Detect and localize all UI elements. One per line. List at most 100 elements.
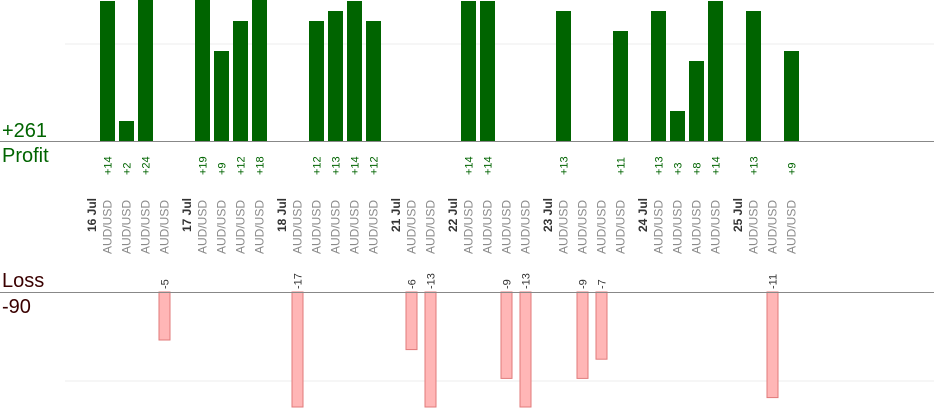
loss-bar <box>405 291 418 351</box>
category-label: AUD/USD <box>576 200 590 254</box>
profit-bar <box>461 1 476 141</box>
category-label: AUD/USD <box>139 200 153 254</box>
loss-value-label: -13 <box>426 273 438 289</box>
loss-value-label: -6 <box>407 279 419 289</box>
category-label: AUD/USD <box>652 200 666 254</box>
loss-value-label: -5 <box>160 279 172 289</box>
profit-bar <box>480 1 495 141</box>
profit-value-label: +11 <box>616 157 628 175</box>
loss-value-label: -13 <box>521 273 533 289</box>
loss-value-label: -9 <box>502 279 514 289</box>
profit-bar <box>328 11 343 141</box>
profit-value-label: +12 <box>236 156 248 175</box>
profit-total: +261 <box>2 120 48 142</box>
category-label: AUD/USD <box>766 200 780 254</box>
loss-value-label: -11 <box>768 274 780 289</box>
category-label: AUD/USD <box>101 200 115 254</box>
category-label: AUD/USD <box>253 200 267 254</box>
category-label: AUD/USD <box>215 200 229 254</box>
profit-bar <box>309 21 324 141</box>
category-label: AUD/USD <box>424 200 438 254</box>
loss-bar <box>595 291 608 360</box>
profit-value-label: +13 <box>331 156 343 175</box>
category-label: AUD/USD <box>709 200 723 254</box>
profit-bar <box>784 51 799 141</box>
profit-value-label: +3 <box>673 162 685 175</box>
category-label: AUD/USD <box>367 200 381 254</box>
loss-bar <box>519 291 532 408</box>
profit-bar <box>138 0 153 141</box>
profit-bar <box>214 51 229 141</box>
loss-bar <box>291 291 304 408</box>
profit-bar <box>366 21 381 141</box>
profit-label: Profit <box>2 145 49 167</box>
category-label: AUD/USD <box>291 200 305 254</box>
category-label: AUD/USD <box>462 200 476 254</box>
category-label: AUD/USD <box>158 200 172 254</box>
profit-value-label: +14 <box>103 156 115 175</box>
profit-value-label: +9 <box>787 162 799 175</box>
profit-bar <box>651 11 666 141</box>
loss-bar <box>766 291 779 399</box>
loss-value-label: -9 <box>578 279 590 289</box>
loss-value-label: -17 <box>293 273 305 289</box>
category-label: AUD/USD <box>481 200 495 254</box>
profit-bar <box>556 11 571 141</box>
profit-bar <box>233 21 248 141</box>
loss-value-label: -7 <box>597 279 609 289</box>
date-label: 21 Jul <box>389 198 403 232</box>
profit-bar <box>670 111 685 141</box>
category-label: AUD/USD <box>500 200 514 254</box>
category-label: AUD/USD <box>348 200 362 254</box>
category-label: AUD/USD <box>614 200 628 254</box>
profit-value-label: +8 <box>692 162 704 175</box>
category-label: AUD/USD <box>785 200 799 254</box>
loss-bar <box>424 291 437 408</box>
category-label: AUD/USD <box>747 200 761 254</box>
profit-value-label: +14 <box>711 156 723 175</box>
category-label: AUD/USD <box>595 200 609 254</box>
category-label: AUD/USD <box>310 200 324 254</box>
profit-bar <box>100 1 115 141</box>
category-label: AUD/USD <box>519 200 533 254</box>
category-label: AUD/USD <box>196 200 210 254</box>
profit-value-label: +14 <box>350 156 362 175</box>
date-label: 17 Jul <box>180 198 194 232</box>
profit-value-label: +14 <box>464 156 476 175</box>
loss-bar <box>500 291 513 379</box>
category-label: AUD/USD <box>120 200 134 254</box>
loss-label: Loss <box>2 270 45 292</box>
profit-bar <box>195 0 210 141</box>
profit-value-label: +12 <box>312 156 324 175</box>
profit-value-label: +24 <box>141 156 153 175</box>
date-label: 24 Jul <box>636 198 650 232</box>
date-label: 22 Jul <box>446 198 460 232</box>
category-label: AUD/USD <box>690 200 704 254</box>
category-label: AUD/USD <box>405 200 419 254</box>
loss-total: -90 <box>2 296 31 318</box>
profit-value-label: +19 <box>198 156 210 175</box>
profit-bar <box>746 11 761 141</box>
profit-value-label: +13 <box>559 156 571 175</box>
profit-bar <box>689 61 704 141</box>
date-label: 25 Jul <box>731 198 745 232</box>
profit-value-label: +13 <box>749 156 761 175</box>
profit-bar <box>252 0 267 141</box>
profit-bar <box>119 121 134 141</box>
profit-bar <box>708 1 723 141</box>
loss-bar <box>158 291 171 341</box>
date-label: 18 Jul <box>275 198 289 232</box>
loss-bar <box>576 291 589 379</box>
date-label: 23 Jul <box>541 198 555 232</box>
profit-value-label: +18 <box>255 156 267 175</box>
profit-value-label: +2 <box>122 162 134 175</box>
profit-bar <box>347 1 362 141</box>
profit-value-label: +13 <box>654 156 666 175</box>
profit-bar <box>613 31 628 141</box>
category-label: AUD/USD <box>671 200 685 254</box>
profit-value-label: +9 <box>217 162 229 175</box>
profit-value-label: +12 <box>369 156 381 175</box>
category-label: AUD/USD <box>329 200 343 254</box>
category-label: AUD/USD <box>234 200 248 254</box>
